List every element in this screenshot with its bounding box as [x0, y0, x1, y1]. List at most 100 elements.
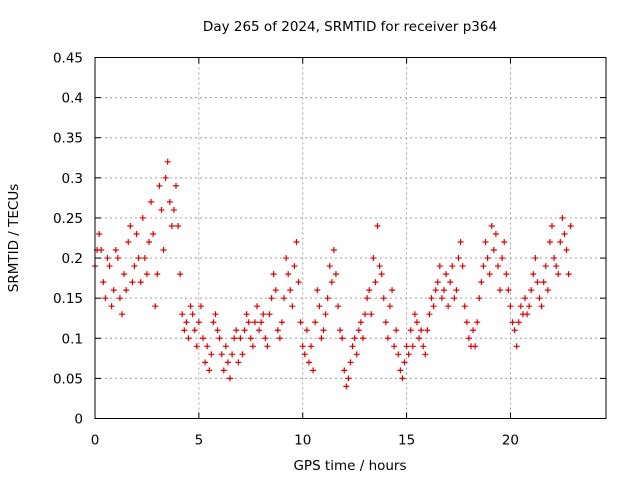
data-point	[229, 351, 236, 358]
data-point	[391, 343, 398, 350]
data-point	[332, 271, 339, 278]
data-point	[453, 287, 460, 294]
data-point	[303, 327, 310, 334]
data-point	[241, 327, 248, 334]
data-point	[534, 279, 541, 286]
data-point	[553, 263, 560, 270]
data-point	[465, 335, 472, 342]
data-point	[270, 271, 277, 278]
y-tick-label: 0.1	[62, 331, 83, 347]
y-tick-label: 0.25	[53, 211, 83, 227]
data-point	[335, 303, 342, 310]
data-point	[316, 303, 323, 310]
data-point	[322, 311, 329, 318]
data-point	[116, 295, 123, 302]
data-point	[189, 311, 196, 318]
data-point	[486, 271, 493, 278]
data-point	[347, 359, 354, 366]
data-point	[291, 263, 298, 270]
data-point	[143, 271, 150, 278]
data-point	[370, 255, 377, 262]
data-point	[166, 198, 173, 205]
data-point	[447, 279, 454, 286]
data-point	[239, 351, 246, 358]
data-point	[310, 367, 317, 374]
data-point	[494, 263, 501, 270]
data-point	[168, 222, 175, 229]
data-point	[150, 230, 157, 237]
data-point	[511, 327, 518, 334]
data-point	[430, 303, 437, 310]
data-point	[197, 303, 204, 310]
data-point	[152, 303, 159, 310]
data-point	[386, 303, 393, 310]
data-point	[287, 287, 294, 294]
data-point	[399, 375, 406, 382]
data-point	[206, 367, 213, 374]
data-point	[210, 319, 217, 326]
data-point	[141, 255, 148, 262]
data-point	[341, 367, 348, 374]
data-point	[521, 295, 528, 302]
data-point	[108, 303, 115, 310]
data-point	[457, 239, 464, 246]
data-point	[148, 198, 155, 205]
data-point	[426, 311, 433, 318]
data-point	[538, 303, 545, 310]
data-point	[272, 287, 279, 294]
data-point	[343, 383, 350, 390]
data-point	[449, 263, 456, 270]
data-point	[233, 327, 240, 334]
data-point	[499, 255, 506, 262]
chart-title: Day 265 of 2024, SRMTID for receiver p36…	[203, 19, 497, 35]
data-point	[154, 271, 161, 278]
data-point	[220, 367, 227, 374]
data-point	[181, 327, 188, 334]
data-point	[528, 287, 535, 294]
data-point	[551, 255, 558, 262]
data-point	[278, 319, 285, 326]
data-point	[548, 222, 555, 229]
data-point	[173, 182, 180, 189]
data-point	[314, 287, 321, 294]
data-point	[530, 271, 537, 278]
data-point	[524, 311, 531, 318]
data-point	[509, 319, 516, 326]
data-point	[440, 287, 447, 294]
data-point	[418, 327, 425, 334]
data-point	[330, 247, 337, 254]
data-point	[459, 263, 466, 270]
grid-layer	[95, 57, 606, 419]
data-point	[532, 255, 539, 262]
data-point	[121, 271, 128, 278]
data-point	[544, 287, 551, 294]
data-point	[443, 271, 450, 278]
data-point	[345, 375, 352, 382]
data-point	[424, 327, 431, 334]
data-point	[563, 247, 570, 254]
data-point	[195, 319, 202, 326]
data-point	[156, 182, 163, 189]
y-axis-label: SRMTID / TECUs	[6, 184, 22, 292]
data-point	[218, 351, 225, 358]
data-point	[281, 295, 288, 302]
data-point	[312, 319, 319, 326]
data-point	[170, 206, 177, 213]
data-point	[561, 230, 568, 237]
data-point	[96, 230, 103, 237]
data-point	[355, 327, 362, 334]
data-point	[403, 343, 410, 350]
data-point	[123, 287, 130, 294]
data-point	[283, 255, 290, 262]
data-point	[567, 222, 574, 229]
data-point	[224, 359, 231, 366]
data-point	[472, 343, 479, 350]
data-point	[389, 287, 396, 294]
y-tick-label: 0.2	[62, 251, 83, 267]
data-point	[482, 239, 489, 246]
data-point	[249, 343, 256, 350]
data-point	[357, 319, 364, 326]
x-tick-label: 20	[502, 433, 519, 449]
data-point	[208, 351, 215, 358]
data-point	[320, 327, 327, 334]
